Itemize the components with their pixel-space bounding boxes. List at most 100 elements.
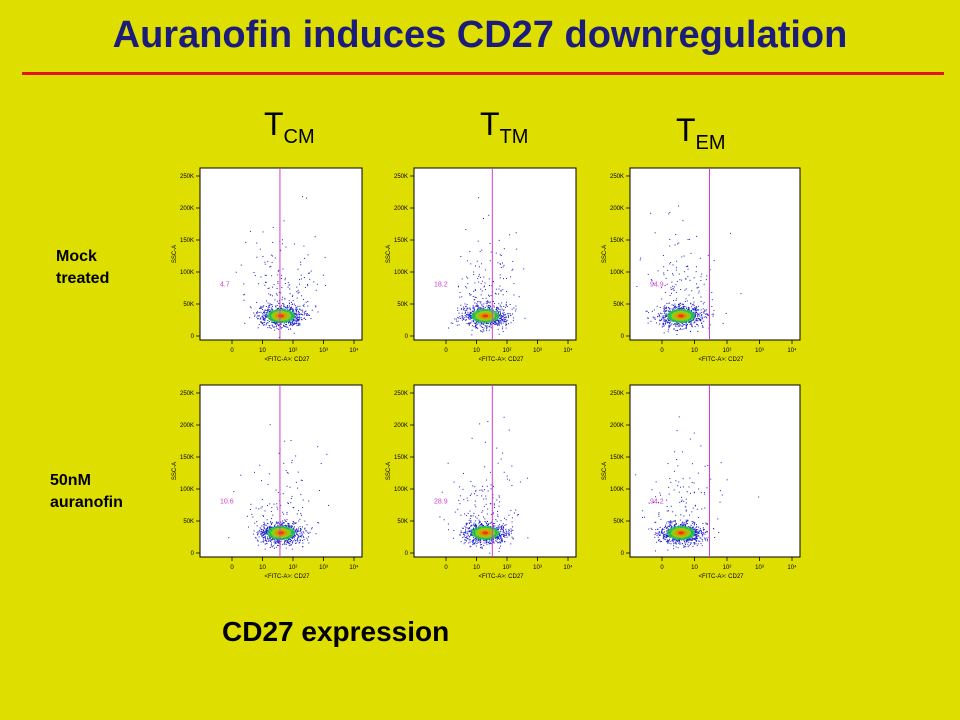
event-dot: [265, 313, 267, 315]
event-dot: [266, 316, 268, 318]
event-dot: [672, 285, 674, 287]
event-dot: [461, 312, 463, 314]
event-dot: [474, 282, 476, 284]
event-dot: [266, 322, 268, 324]
event-dot: [505, 321, 507, 323]
event-dot: [459, 318, 461, 320]
event-dot: [475, 506, 477, 508]
event-dot: [675, 325, 677, 327]
event-dot: [498, 551, 500, 553]
event-dot: [697, 309, 699, 311]
event-dot: [473, 525, 475, 527]
event-dot: [250, 307, 252, 309]
event-dot: [483, 218, 485, 220]
event-dot: [687, 239, 689, 241]
event-dot: [680, 302, 682, 304]
event-dot: [663, 312, 665, 314]
event-dot: [500, 537, 502, 539]
y-tick-label: 50K: [397, 302, 408, 308]
event-dot: [501, 525, 503, 527]
event-dot: [262, 534, 264, 536]
event-dot: [473, 310, 475, 312]
event-dot: [462, 316, 464, 318]
event-dot: [487, 306, 489, 308]
event-dot: [493, 300, 495, 302]
event-dot: [476, 305, 478, 307]
event-dot: [493, 542, 495, 544]
event-dot: [310, 270, 312, 272]
event-dot: [699, 312, 701, 314]
event-dot: [290, 502, 292, 504]
event-dot: [265, 529, 267, 531]
event-dot: [674, 538, 676, 540]
event-dot: [273, 326, 275, 328]
event-dot: [694, 308, 696, 310]
y-tick-label: 0: [621, 551, 625, 557]
event-dot: [669, 212, 671, 214]
event-dot: [474, 525, 476, 527]
event-dot: [488, 308, 490, 310]
event-dot: [663, 274, 665, 276]
event-dot: [266, 529, 268, 531]
event-dot: [515, 509, 517, 511]
event-dot: [233, 491, 235, 493]
event-dot: [701, 273, 703, 275]
event-dot: [669, 477, 671, 479]
event-dot: [700, 320, 702, 322]
event-dot: [673, 307, 675, 309]
event-dot: [671, 281, 673, 283]
event-dot: [292, 542, 294, 544]
event-dot: [660, 320, 662, 322]
event-dot: [463, 309, 465, 311]
event-dot: [259, 306, 261, 308]
event-dot: [460, 256, 462, 258]
event-dot: [328, 504, 330, 506]
event-dot: [659, 541, 661, 543]
event-dot: [291, 548, 293, 550]
event-dot: [292, 541, 294, 543]
event-dot: [484, 466, 486, 468]
event-dot: [692, 312, 694, 314]
event-dot: [479, 423, 481, 425]
event-dot: [486, 303, 488, 305]
event-dot: [490, 484, 492, 486]
y-tick-label: 100K: [394, 270, 408, 276]
event-dot: [298, 317, 300, 319]
event-dot: [280, 307, 282, 309]
event-dot: [298, 291, 300, 293]
event-dot: [481, 290, 483, 292]
event-dot: [315, 289, 317, 291]
event-dot: [474, 543, 476, 545]
event-dot: [703, 311, 705, 313]
event-dot: [470, 535, 472, 537]
event-dot: [264, 531, 266, 533]
event-dot: [291, 495, 293, 497]
event-dot: [668, 311, 670, 313]
event-dot: [679, 307, 681, 309]
slide-title: Auranofin induces CD27 downregulation: [112, 14, 848, 56]
event-dot: [265, 281, 267, 283]
event-dot: [456, 324, 458, 326]
event-dot: [664, 315, 666, 317]
event-dot: [266, 536, 268, 538]
event-dot: [494, 321, 496, 323]
event-dot: [692, 297, 694, 299]
event-dot: [301, 536, 303, 538]
event-dot: [705, 313, 707, 315]
event-dot: [673, 288, 675, 290]
event-dot: [460, 304, 462, 306]
event-dot: [657, 501, 659, 503]
event-dot: [264, 532, 266, 534]
event-dot: [655, 550, 657, 552]
event-dot: [702, 303, 704, 305]
event-dot: [452, 537, 454, 539]
event-dot: [268, 287, 270, 289]
event-dot: [697, 320, 699, 322]
event-dot: [497, 536, 499, 538]
event-dot: [277, 544, 279, 546]
event-dot: [508, 531, 510, 533]
event-dot: [478, 522, 480, 524]
event-dot: [465, 306, 467, 308]
event-dot: [673, 299, 675, 301]
event-dot: [260, 321, 262, 323]
